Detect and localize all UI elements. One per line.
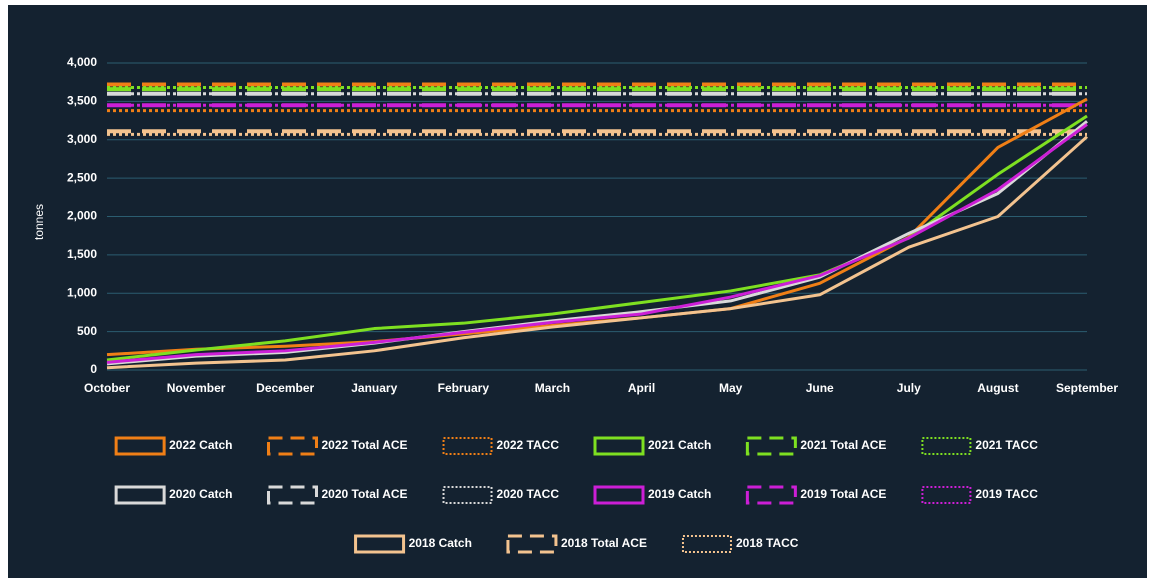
legend-swatch: [442, 486, 493, 504]
x-tick-label: March: [535, 381, 570, 395]
x-tick-label: June: [806, 381, 834, 395]
x-tick-label: December: [256, 381, 314, 395]
chart-panel: [8, 5, 1147, 578]
x-tick-label: October: [84, 381, 130, 395]
series-line: [106, 123, 1088, 364]
legend-item[interactable]: 2022 Total ACE: [267, 436, 408, 456]
y-tick-label: 3,000: [67, 132, 97, 146]
y-tick-label: 2,000: [67, 209, 97, 223]
legend-label: 2018 Total ACE: [561, 536, 647, 550]
legend-item[interactable]: 2021 Total ACE: [745, 436, 886, 456]
legend-swatch: [442, 437, 493, 455]
legend-label: 2020 Total ACE: [322, 487, 408, 501]
y-tick-label: 1,000: [67, 285, 97, 299]
legend-label: 2021 Total ACE: [800, 438, 886, 452]
legend-swatch: [506, 534, 558, 554]
legend-label: 2022 TACC: [497, 438, 560, 452]
legend-label: 2021 TACC: [975, 438, 1038, 452]
legend-item[interactable]: 2020 Catch: [114, 485, 233, 505]
legend-label: 2018 TACC: [736, 536, 799, 550]
legend-item[interactable]: 2018 Total ACE: [506, 534, 647, 554]
legend-label: 2020 Catch: [169, 487, 232, 501]
x-tick-label: August: [977, 381, 1018, 395]
x-tick-label: April: [628, 381, 655, 395]
y-axis-label: tonnes: [32, 204, 46, 240]
legend-label: 2019 Catch: [648, 487, 711, 501]
legend-item[interactable]: 2018 TACC: [681, 535, 799, 553]
legend-item[interactable]: 2022 TACC: [442, 437, 560, 455]
legend-swatch: [593, 485, 645, 505]
legend-item[interactable]: 2019 Catch: [593, 485, 711, 505]
legend-label: 2019 TACC: [975, 487, 1038, 501]
legend-swatch: [921, 437, 972, 455]
legend-swatch: [354, 534, 406, 554]
legend-label: 2018 Catch: [409, 536, 472, 550]
legend-swatch: [114, 485, 166, 505]
y-tick-label: 500: [77, 324, 97, 338]
x-tick-label: September: [1056, 381, 1118, 395]
legend-swatch: [267, 485, 318, 505]
legend-item[interactable]: 2021 TACC: [921, 437, 1038, 455]
y-tick-label: 0: [90, 362, 97, 376]
y-tick-label: 3,500: [67, 94, 97, 108]
legend-swatch: [745, 436, 797, 456]
series-line: [106, 120, 1088, 366]
legend-item[interactable]: 2020 TACC: [442, 486, 560, 504]
legend-item[interactable]: 2021 Catch: [593, 436, 711, 456]
legend-label: 2022 Total ACE: [322, 438, 408, 452]
legend-label: 2021 Catch: [648, 438, 711, 452]
y-tick-label: 2,500: [67, 170, 97, 184]
legend-swatch: [114, 436, 166, 456]
y-tick-label: 4,000: [67, 55, 97, 69]
y-tick-label: 1,500: [67, 247, 97, 261]
legend-item[interactable]: 2019 Total ACE: [745, 485, 886, 505]
legend-item[interactable]: 2022 Catch: [114, 436, 233, 456]
legend-label: 2019 Total ACE: [800, 487, 886, 501]
x-tick-label: January: [351, 381, 397, 395]
series-line: [106, 135, 1089, 370]
legend-label: 2022 Catch: [169, 438, 232, 452]
legend-swatch: [681, 535, 732, 553]
x-tick-label: February: [438, 381, 490, 395]
legend-swatch: [267, 436, 318, 456]
legend-swatch: [593, 436, 645, 456]
legend-swatch: [921, 486, 972, 504]
legend-item[interactable]: 2018 Catch: [354, 534, 472, 554]
legend-label: 2020 TACC: [497, 487, 560, 501]
legend-item[interactable]: 2019 TACC: [921, 486, 1038, 504]
legend-swatch: [745, 485, 797, 505]
x-tick-label: July: [897, 381, 921, 395]
legend-item[interactable]: 2020 Total ACE: [267, 485, 408, 505]
x-tick-label: May: [719, 381, 743, 395]
x-tick-label: November: [167, 381, 226, 395]
